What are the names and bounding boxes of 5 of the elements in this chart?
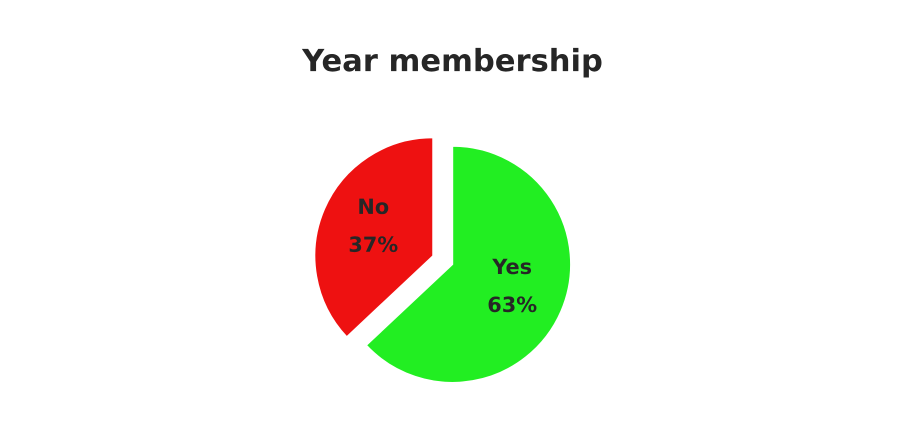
data-label: 63% (488, 296, 536, 312)
slice-label: Yes (492, 258, 532, 274)
slice-label: No (359, 198, 388, 214)
data-label: 37% (350, 236, 398, 252)
chart-title: Year membership (302, 48, 602, 78)
